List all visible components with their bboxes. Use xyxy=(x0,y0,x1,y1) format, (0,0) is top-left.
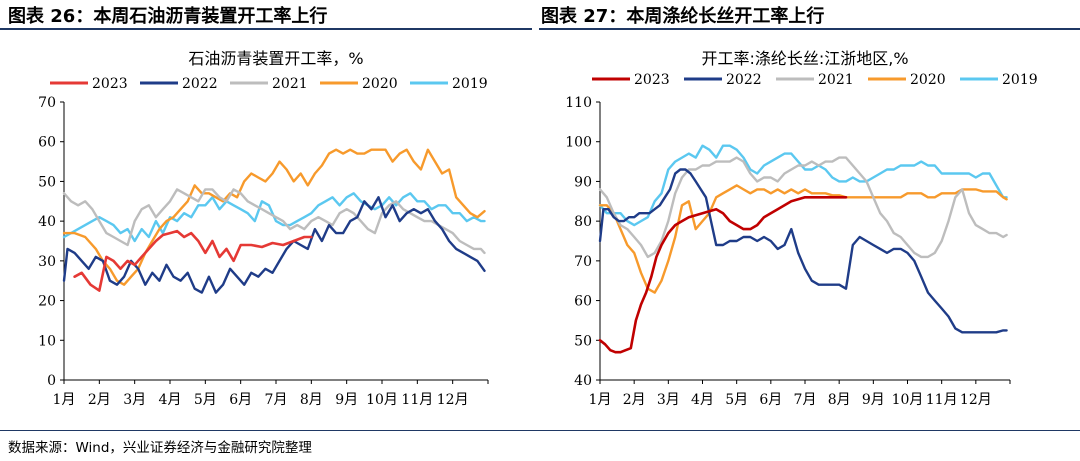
y-tick-label-80: 80 xyxy=(574,214,592,230)
chart-title: 开工率:涤纶长丝:江浙地区,% xyxy=(701,49,908,68)
chart-svg-polyester: 开工率:涤纶长丝:江浙地区,% 2023 2022 2021 2020 2019 40 50 6… xyxy=(565,49,1038,408)
legend-label-2023: 2023 xyxy=(92,76,128,92)
legend-label-2023: 2023 xyxy=(634,72,670,88)
x-tick-label-12: 12月 xyxy=(960,392,992,408)
x-tick-label-5: 5月 xyxy=(725,392,748,408)
legend-label-2022: 2022 xyxy=(182,76,218,92)
legend-label-2021: 2021 xyxy=(818,72,854,88)
x-tick-label-1: 1月 xyxy=(53,392,76,408)
y-tick-label-70: 70 xyxy=(574,254,592,270)
x-tick-label-2: 2月 xyxy=(623,392,646,408)
x-tick-label-1: 1月 xyxy=(589,392,612,408)
series-line-2021 xyxy=(598,156,1008,259)
chart-title: 石油沥青装置开工率，% xyxy=(188,49,363,68)
legend-label-2019: 2019 xyxy=(1002,72,1038,88)
x-tick-label-7: 7月 xyxy=(265,392,288,408)
y-tick-label-30: 30 xyxy=(38,254,56,270)
x-tick-label-10: 10月 xyxy=(366,392,398,408)
y-tick-label-90: 90 xyxy=(574,174,592,190)
x-tick-label-9: 9月 xyxy=(335,392,358,408)
y-tick-label-60: 60 xyxy=(38,135,56,151)
x-tick-label-11: 11月 xyxy=(926,392,958,408)
x-tick-label-11: 11月 xyxy=(401,392,433,408)
x-tick-label-7: 7月 xyxy=(794,392,817,408)
y-tick-label-0: 0 xyxy=(47,373,56,389)
series-line-2019 xyxy=(62,192,486,243)
series-line-2022 xyxy=(598,168,1008,334)
x-tick-label-4: 4月 xyxy=(691,392,714,408)
y-tick-label-50: 50 xyxy=(574,333,592,349)
y-tick-label-100: 100 xyxy=(565,135,592,151)
source-note: 数据来源：Wind，兴业证券经济与金融研究院整理 xyxy=(8,440,312,456)
x-tick-label-8: 8月 xyxy=(300,392,323,408)
chart-asphalt: 石油沥青装置开工率，% 2023 2022 2021 2020 2019 0 10 20 30 40… xyxy=(0,32,530,427)
x-tick-label-12: 12月 xyxy=(437,392,469,408)
y-tick-label-110: 110 xyxy=(565,95,592,111)
source-rule xyxy=(0,430,1080,431)
x-tick-label-5: 5月 xyxy=(194,392,217,408)
x-tick-label-9: 9月 xyxy=(862,392,885,408)
chart-polyester: 开工率:涤纶长丝:江浙地区,% 2023 2022 2021 2020 2019 40 50 6… xyxy=(540,32,1070,427)
y-tick-label-40: 40 xyxy=(574,373,592,389)
x-tick-label-2: 2月 xyxy=(88,392,111,408)
title-rule-right xyxy=(539,28,1080,30)
title-rule-left xyxy=(0,28,532,30)
x-tick-label-3: 3月 xyxy=(123,392,146,408)
x-tick-label-6: 6月 xyxy=(229,392,252,408)
x-tick-label-4: 4月 xyxy=(159,392,182,408)
series-line-2022 xyxy=(62,196,486,294)
panel-title-left: 图表 26：本周石油沥青装置开工率上行 xyxy=(8,6,328,27)
series-line-2020 xyxy=(62,148,486,286)
x-tick-label-8: 8月 xyxy=(828,392,851,408)
legend-label-2022: 2022 xyxy=(726,72,762,88)
panel-title-right: 图表 27：本周涤纶长丝开工率上行 xyxy=(541,6,825,27)
series-line-2020 xyxy=(598,184,1008,294)
legend-label-2020: 2020 xyxy=(910,72,946,88)
x-tick-label-3: 3月 xyxy=(657,392,680,408)
y-tick-label-50: 50 xyxy=(38,174,56,190)
y-tick-label-40: 40 xyxy=(38,214,56,230)
x-tick-label-10: 10月 xyxy=(892,392,924,408)
series-line-2023 xyxy=(73,229,313,292)
x-tick-label-6: 6月 xyxy=(759,392,782,408)
series-line-2021 xyxy=(62,188,486,255)
y-tick-label-60: 60 xyxy=(574,294,592,310)
legend-label-2019: 2019 xyxy=(452,76,488,92)
chart-svg-asphalt: 石油沥青装置开工率，% 2023 2022 2021 2020 2019 0 10 20 30 40… xyxy=(38,49,489,408)
series-line-2023 xyxy=(598,196,848,354)
y-tick-label-10: 10 xyxy=(38,333,56,349)
y-tick-label-20: 20 xyxy=(38,294,56,310)
series-line-2019 xyxy=(598,144,1008,227)
y-tick-label-70: 70 xyxy=(38,95,56,111)
legend-label-2020: 2020 xyxy=(362,76,398,92)
legend-label-2021: 2021 xyxy=(272,76,308,92)
